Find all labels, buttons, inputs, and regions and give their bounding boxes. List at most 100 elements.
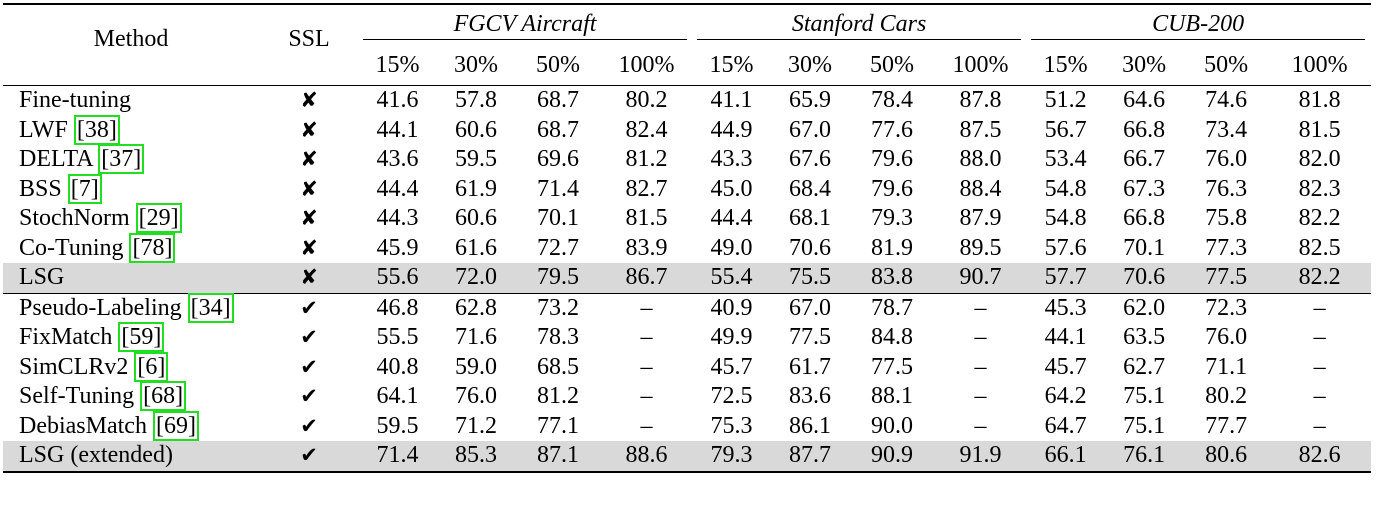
ssl-cell: ✔ (259, 353, 359, 383)
cross-icon: ✘ (300, 88, 318, 113)
method-cell: DebiasMatch [69] (3, 410, 259, 442)
ratio-header: 50% (850, 45, 935, 87)
value-cell: 61.6 (455, 234, 497, 261)
value-cell: 71.4 (537, 175, 579, 202)
value-cell: 54.8 (1044, 175, 1087, 202)
citation-link[interactable]: [59] (118, 322, 165, 353)
table-row: LWF [38] ✘ 44.1 60.6 68.7 82.4 44.9 67.0 77.6 87.… (3, 114, 1371, 146)
value-cell: 81.8 (1298, 87, 1341, 114)
cross-icon: ✘ (300, 206, 318, 231)
value-cell: 68.4 (789, 175, 832, 202)
value-cell: 79.3 (871, 205, 914, 232)
value-cell: 44.4 (710, 205, 753, 232)
method-name: Fine-tuning (19, 87, 131, 114)
value-cell: 71.1 (1205, 353, 1248, 380)
value-cell: 67.0 (770, 292, 851, 323)
value-cell: 76.1 (1104, 441, 1185, 473)
method-cell: Co-Tuning [78] (3, 232, 259, 264)
citation-link[interactable]: [78] (129, 232, 176, 263)
method-name: Self-Tuning (19, 383, 141, 410)
value-cell: 82.4 (625, 116, 668, 143)
ssl-cell: ✔ (259, 441, 359, 473)
ratio-header: 100% (600, 45, 694, 87)
citation-link[interactable]: [38] (73, 114, 120, 145)
value-cell: 82.5 (1298, 234, 1341, 261)
value-cell: 60.6 (455, 205, 497, 232)
dataset-header-cub: CUB-200 (1027, 2, 1372, 46)
value-cell: 70.1 (537, 205, 579, 232)
checkmark-icon: ✔ (300, 384, 318, 409)
value-cell: 57.8 (455, 87, 497, 114)
value-cell: 61.7 (789, 353, 832, 380)
value-cell: 81.5 (625, 205, 668, 232)
value-cell: 76.0 (1205, 146, 1248, 173)
citation-link[interactable]: [68] (140, 381, 187, 412)
value-cell: 64.7 (1044, 412, 1087, 439)
value-cell: 86.7 (600, 263, 694, 293)
value-cell: – (1313, 353, 1326, 380)
value-cell: 43.3 (710, 146, 753, 173)
value-cell: 68.5 (537, 353, 579, 380)
value-cell: – (934, 292, 1028, 323)
value-cell: 80.6 (1184, 441, 1269, 473)
value-cell: – (640, 412, 653, 439)
value-cell: – (1313, 383, 1326, 410)
value-cell: 55.6 (359, 263, 436, 293)
ratio-header: 100% (1268, 45, 1372, 87)
table-row: Fine-tuning ✘ 41.6 57.8 68.7 80.2 41.1 65.9 78.4… (3, 86, 1371, 116)
method-name: StochNorm (19, 205, 136, 232)
value-cell: 44.3 (376, 205, 419, 232)
ssl-cell: ✘ (259, 234, 359, 264)
value-cell: 44.4 (376, 175, 419, 202)
value-cell: 77.3 (1205, 234, 1248, 261)
citation-link[interactable]: [34] (187, 292, 234, 323)
value-cell: 87.9 (959, 205, 1002, 232)
value-cell: 79.6 (871, 146, 914, 173)
ssl-cell: ✘ (259, 86, 359, 116)
method-cell: FixMatch [59] (3, 322, 259, 353)
value-cell: 72.7 (537, 234, 579, 261)
value-cell: 45.3 (1027, 292, 1105, 323)
ssl-cell: ✔ (259, 323, 359, 353)
value-cell: 55.4 (693, 263, 771, 293)
value-cell: 64.2 (1044, 383, 1087, 410)
value-cell: 83.8 (850, 263, 935, 293)
value-cell: 75.5 (770, 263, 851, 293)
value-cell: 70.1 (1123, 234, 1166, 261)
value-cell: 59.5 (455, 146, 497, 173)
value-cell: 86.1 (789, 412, 832, 439)
value-cell: 66.7 (1123, 146, 1166, 173)
checkmark-icon: ✔ (300, 325, 318, 350)
value-cell: 67.0 (789, 116, 832, 143)
value-cell: – (640, 353, 653, 380)
citation-link[interactable]: [7] (67, 173, 102, 204)
dataset-header-fgcv: FGCV Aircraft (359, 2, 694, 46)
value-cell: 62.8 (436, 292, 516, 323)
ssl-cell: ✘ (259, 175, 359, 205)
citation-link[interactable]: [69] (152, 410, 199, 441)
value-cell: 43.6 (376, 146, 419, 173)
value-cell: 78.7 (850, 292, 935, 323)
value-cell: – (1313, 324, 1326, 351)
value-cell: 67.3 (1123, 175, 1166, 202)
citation-link[interactable]: [37] (98, 144, 145, 175)
value-cell: 80.2 (1205, 383, 1248, 410)
value-cell: 87.1 (516, 441, 600, 473)
cross-icon: ✘ (300, 265, 318, 290)
table-row: BSS [7] ✘ 44.4 61.9 71.4 82.7 45.0 68.4 79.6 88.4… (3, 173, 1371, 205)
table-row: Co-Tuning [78] ✘ 45.9 61.6 72.7 83.9 49.0 70.6 8… (3, 232, 1371, 264)
method-cell: Pseudo-Labeling [34] (3, 292, 259, 323)
value-cell: 82.0 (1298, 146, 1341, 173)
citation-link[interactable]: [29] (135, 203, 182, 234)
table-row: DebiasMatch [69] ✔ 59.5 71.2 77.1 – 75.3 86.1 90… (3, 410, 1371, 442)
value-cell: 70.6 (789, 234, 832, 261)
value-cell: 79.5 (516, 263, 600, 293)
citation-link[interactable]: [6] (134, 351, 169, 382)
value-cell: 83.6 (789, 383, 832, 410)
value-cell: – (1313, 412, 1326, 439)
value-cell: 79.3 (693, 441, 771, 473)
value-cell: 49.0 (710, 234, 753, 261)
value-cell: 88.4 (959, 175, 1002, 202)
value-cell: 54.8 (1044, 205, 1087, 232)
value-cell: 90.7 (934, 263, 1028, 293)
